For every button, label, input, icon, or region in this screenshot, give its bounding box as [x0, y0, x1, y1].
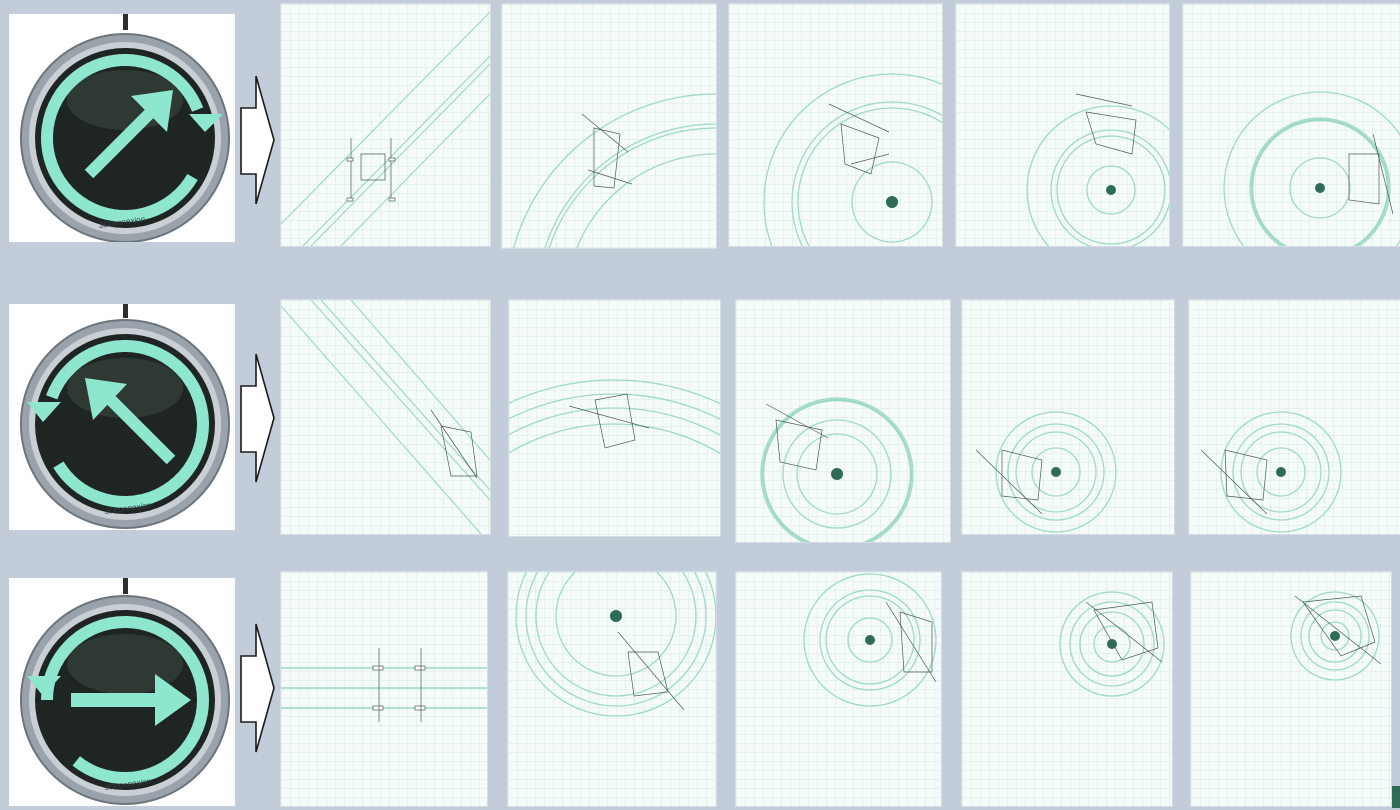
- center-dot: [886, 196, 898, 208]
- knob-card-row-2: 3Dconnexion: [9, 304, 235, 530]
- center-dot: [1276, 467, 1286, 477]
- right-arrow-icon: [71, 674, 191, 726]
- trajectory-panel-rings-centered: [956, 4, 1169, 246]
- trajectory-panel-rings-tight: [1183, 4, 1400, 246]
- trajectory-panel-horizontal-lanes: [281, 572, 487, 806]
- trajectory-panel-rings-tight: [1191, 572, 1391, 806]
- trajectory-panel-rings-offset: [736, 300, 950, 542]
- center-dot: [1107, 639, 1117, 649]
- center-dot: [1315, 183, 1325, 193]
- scroll-indicator: [1392, 786, 1400, 808]
- center-dot: [610, 610, 622, 622]
- trajectory-panel-rings-tight: [1189, 300, 1400, 534]
- trajectory-panel-diagonal-lanes: [281, 4, 490, 246]
- center-dot: [1106, 185, 1116, 195]
- knob-card-row-3: 3Dconnexion: [9, 578, 235, 806]
- diagonal-up-right-arrow-icon: [84, 90, 173, 179]
- trajectory-panel-arc-lanes: [502, 4, 716, 248]
- trajectory-panel-rings-small: [962, 572, 1172, 806]
- center-dot: [831, 468, 843, 480]
- center-dot: [865, 635, 875, 645]
- trajectory-panel-rings-centered: [962, 300, 1174, 534]
- trajectory-panel-rings-offset: [729, 4, 942, 246]
- flow-arrow-icon: [238, 70, 276, 210]
- spacemouse-knob-row-3: 3Dconnexion: [20, 578, 230, 805]
- center-dot: [1330, 631, 1340, 641]
- trajectory-panel-diagonal-lanes: [281, 300, 490, 534]
- flow-arrow-icon: [238, 618, 276, 758]
- diagonal-up-left-arrow-icon: [85, 378, 176, 465]
- trajectory-panel-arc-lanes: [509, 300, 720, 536]
- spacemouse-knob-row-1: 3Dconnexion: [20, 14, 230, 242]
- trajectory-panel-rings-large: [508, 572, 716, 806]
- knob-card-row-1: 3Dconnexion: [9, 14, 235, 242]
- spacemouse-knob-row-2: 3Dconnexion: [20, 304, 230, 529]
- center-dot: [1051, 467, 1061, 477]
- flow-arrow-icon: [238, 348, 276, 488]
- trajectory-panel-rings-centered: [736, 572, 941, 806]
